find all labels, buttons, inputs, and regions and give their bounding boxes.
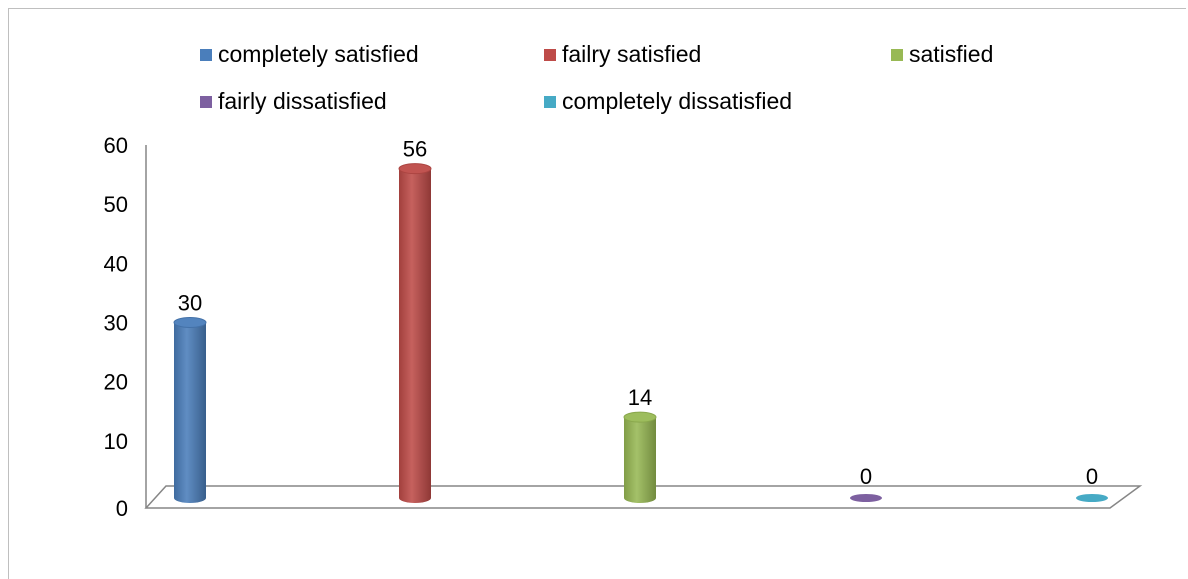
- legend-swatch: [200, 49, 212, 61]
- y-tick-label: 30: [104, 311, 128, 336]
- y-tick-label: 20: [104, 370, 128, 395]
- data-label-failry-satisfied: 56: [403, 137, 427, 162]
- bar-satisfied: [623, 411, 657, 503]
- legend-item-completely-satisfied: completely satisfied: [200, 41, 419, 67]
- legend-label: failry satisfied: [562, 41, 701, 67]
- data-label-satisfied: 14: [628, 385, 652, 410]
- legend-label: fairly dissatisfied: [218, 88, 387, 114]
- legend-item-failry-satisfied: failry satisfied: [544, 41, 701, 67]
- y-tick-label: 10: [104, 429, 128, 454]
- y-tick-label: 60: [104, 133, 128, 158]
- chart-frame: [8, 8, 1186, 579]
- bars: [173, 163, 1108, 503]
- legend-label: completely dissatisfied: [562, 88, 792, 114]
- bar-body: [624, 417, 656, 503]
- bar-completely-satisfied: [173, 317, 207, 503]
- legend-label: completely satisfied: [218, 41, 419, 67]
- bar-cap: [1076, 494, 1108, 502]
- y-tick-label: 0: [116, 496, 128, 521]
- bar-cap: [173, 317, 207, 328]
- legend-swatch: [200, 96, 212, 108]
- legend: completely satisfied failry satisfied sati…: [200, 41, 993, 114]
- legend-swatch: [891, 49, 903, 61]
- bar-completely-dissatisfied: [1076, 494, 1108, 502]
- bar-cap: [850, 494, 882, 502]
- data-label-completely-satisfied: 30: [178, 291, 202, 316]
- legend-swatch: [544, 49, 556, 61]
- bar-failry-satisfied: [398, 163, 432, 503]
- legend-item-satisfied: satisfied: [891, 41, 993, 67]
- axes: 0 10 20 30 40 50 60: [104, 133, 1143, 521]
- legend-item-fairly-dissatisfied: fairly dissatisfied: [200, 88, 387, 114]
- data-label-fairly-dissatisfied: 0: [860, 464, 872, 489]
- legend-swatch: [544, 96, 556, 108]
- data-labels: 30 56 14 0 0: [178, 137, 1098, 489]
- bar-body: [399, 168, 431, 503]
- bar-body: [174, 322, 206, 503]
- legend-item-completely-dissatisfied: completely dissatisfied: [544, 88, 792, 114]
- y-tick-label: 40: [104, 251, 128, 276]
- data-label-completely-dissatisfied: 0: [1086, 464, 1098, 489]
- bar-cap: [623, 411, 657, 423]
- y-tick-label: 50: [104, 192, 128, 217]
- legend-label: satisfied: [909, 41, 993, 67]
- bar-cap: [398, 163, 432, 175]
- bar-fairly-dissatisfied: [850, 494, 882, 502]
